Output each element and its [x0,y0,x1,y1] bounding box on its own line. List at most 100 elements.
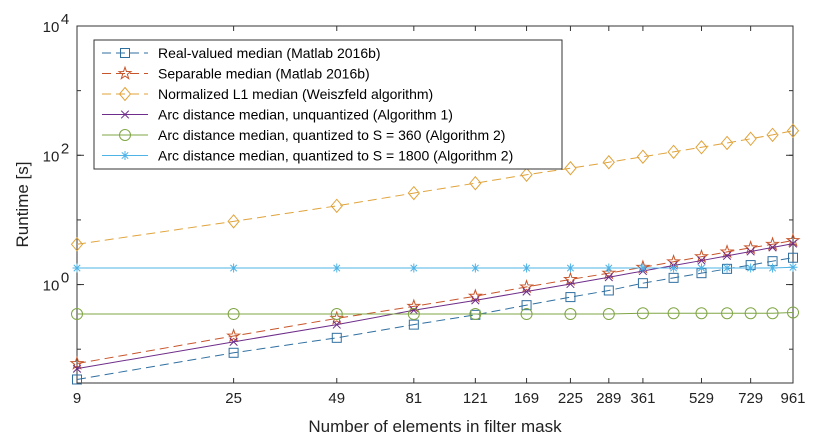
data-point [668,272,679,283]
x-tick-label: 289 [596,390,621,407]
series-line [76,257,794,380]
series-2 [69,232,801,370]
data-point [409,263,419,273]
data-point [694,248,709,264]
data-point [471,296,480,305]
data-point [228,347,239,358]
data-point [743,239,759,255]
data-point [604,263,614,273]
data-point [637,278,648,289]
data-point [744,131,757,147]
data-point [786,123,800,138]
y-tick-label: 10 [43,19,60,36]
legend-marker [120,48,130,58]
data-point [332,263,342,273]
data-point [469,175,482,191]
data-point [409,306,418,315]
data-point [667,307,680,320]
data-point [602,308,615,321]
legend-entry: Real-valued median (Matlab 2016b) [102,45,381,61]
data-point [521,300,532,311]
data-point [519,279,535,294]
data-point [72,263,82,273]
data-point [330,308,343,321]
legend-label: Real-valued median (Matlab 2016b) [158,45,381,61]
data-point [766,307,779,320]
data-point [669,263,679,273]
data-point [227,214,240,229]
data-point [603,285,614,296]
data-point [788,252,798,263]
data-point [746,247,755,256]
data-point [722,251,732,261]
data-point [562,271,578,286]
data-point [226,328,242,343]
x-axis-label: Number of elements in filter mask [308,417,562,436]
data-point [766,127,779,143]
y-tick-exponent: 4 [61,11,69,28]
data-point [788,262,798,272]
data-point [520,308,533,321]
y-tick-exponent: 2 [61,140,69,157]
data-point [604,273,613,282]
data-point [601,265,617,280]
series-line [76,240,794,365]
legend-box [93,39,563,170]
data-point [696,263,706,273]
data-point [69,355,85,370]
data-point [720,135,734,151]
data-point [332,320,341,329]
data-point [229,263,239,273]
legend-label: Separable median (Matlab 2016b) [158,66,370,82]
data-point [331,332,342,343]
legend-label: Normalized L1 median (Weiszfeld algorith… [158,86,433,102]
data-point [522,287,531,296]
y-axis-label: Runtime [s] [13,162,32,248]
series-3 [70,123,800,252]
data-point [744,307,757,320]
x-tick-label: 49 [328,390,345,407]
x-tick-label: 25 [225,390,242,407]
legend-entry: Arc distance median, quantized to S = 18… [102,148,513,164]
data-point [564,160,577,176]
data-point [719,244,735,259]
data-point [695,140,708,155]
data-point [70,236,84,252]
legend-label: Arc distance median, unquantized (Algori… [158,107,453,123]
series-line [77,311,794,315]
data-point [787,306,799,319]
x-tick-label: 225 [558,390,583,407]
legend-label: Arc distance median, quantized to S = 36… [158,127,505,143]
y-tick-label: 10 [43,148,60,165]
x-tick-label: 121 [463,390,488,407]
data-point [565,292,576,303]
data-point [72,374,82,385]
data-point [408,319,419,330]
data-point [722,263,732,273]
x-tick-label: 529 [689,390,714,407]
x-tick-label: 9 [73,390,81,407]
data-point [638,263,648,273]
x-tick-label: 729 [738,390,763,407]
legend-entry: Arc distance median, quantized to S = 36… [102,127,505,143]
legend-marker [120,110,130,119]
legend-entry: Separable median (Matlab 2016b) [102,66,370,82]
data-point [564,308,577,321]
series-6 [72,262,798,273]
data-point [788,239,798,248]
data-point [229,337,238,346]
data-point [746,263,756,273]
data-point [522,263,532,273]
legend-entry: Normalized L1 median (Weiszfeld algorith… [102,86,433,102]
legend-entry: Arc distance median, unquantized (Algori… [102,107,453,123]
data-point [636,149,650,164]
legend-marker [120,151,130,160]
data-point [71,308,83,321]
data-point [407,185,420,201]
legend-marker [119,129,131,141]
data-point [330,198,343,214]
data-point [227,308,240,321]
x-tick-label: 961 [780,390,805,407]
x-tick-label: 81 [405,390,422,407]
